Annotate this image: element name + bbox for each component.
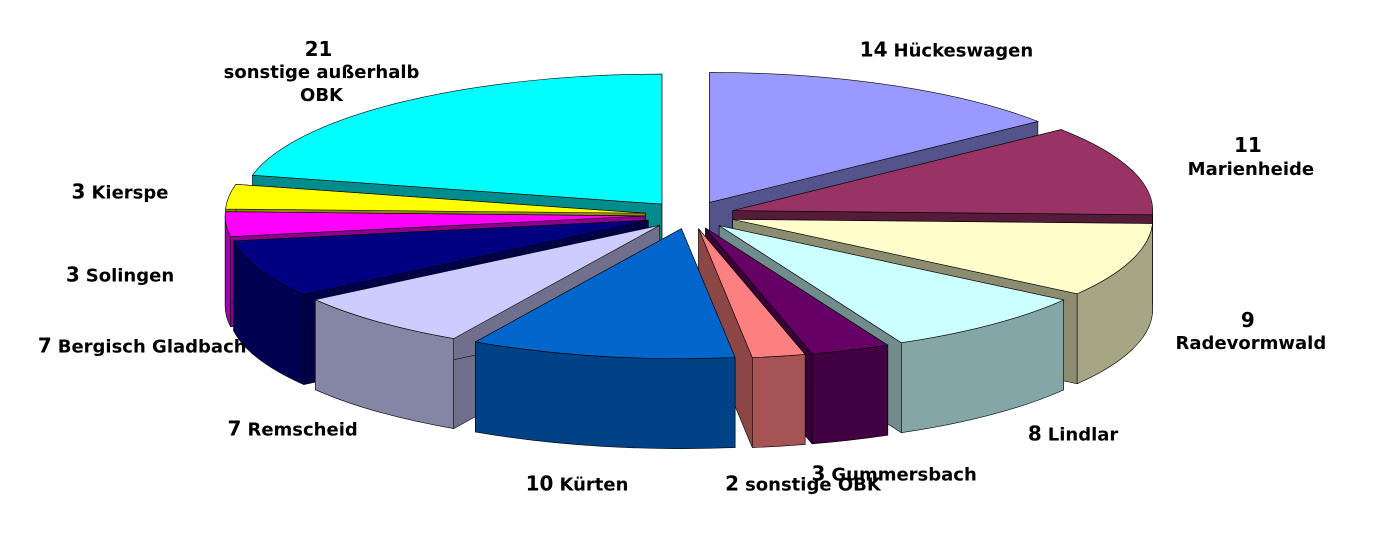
slice (233, 219, 649, 295)
category-label: sonstige OBK (745, 473, 881, 495)
slice (474, 228, 736, 359)
category-label: Bergisch Gladbach (57, 335, 247, 357)
value-label: 7 (227, 415, 242, 440)
category-label: Kürten (559, 473, 629, 495)
slice-label: 10 Kürten (526, 471, 629, 497)
category-label: sonstige außerhalb OBK (223, 62, 420, 106)
value-label: 3 (71, 178, 86, 203)
category-label: Solingen (85, 264, 175, 286)
value-label: 11 (1233, 133, 1262, 158)
slice (705, 227, 889, 355)
value-label: 21 (304, 36, 333, 61)
slice (698, 228, 806, 358)
value-label: 9 (1240, 307, 1255, 332)
slice (719, 225, 1065, 344)
slice-label: 3 Gummersbach (811, 461, 976, 487)
slice-label: 11Marienheide (1187, 133, 1315, 181)
slice-label: 7 Bergisch Gladbach (38, 333, 247, 359)
value-label: 8 (1027, 420, 1042, 445)
category-label: Lindlar (1047, 423, 1119, 445)
value-label: 3 (811, 461, 826, 486)
category-label: Kierspe (91, 181, 169, 203)
slice (732, 129, 1153, 216)
category-label: Gummersbach (831, 464, 977, 486)
slice-wall (811, 344, 889, 445)
slice-label: 3 Kierspe (72, 179, 169, 205)
slice-label: 7 Remscheid (228, 416, 358, 442)
category-label: Radevormwald (1175, 333, 1327, 355)
value-label: 14 (859, 37, 888, 62)
slice (225, 183, 646, 214)
category-label: Remscheid (247, 418, 358, 440)
slice (251, 73, 663, 205)
slice-label: 3 Solingen (66, 262, 174, 288)
slice (224, 211, 646, 237)
slice-label: 14 Hückeswagen (860, 37, 1033, 63)
value-label: 3 (65, 261, 80, 286)
slice (709, 72, 1039, 203)
category-label: Hückeswagen (893, 40, 1034, 62)
slice-label: 2 sonstige OBK (725, 471, 881, 497)
value-label: 10 (525, 470, 554, 495)
slice (732, 219, 1153, 295)
slice-wall (752, 354, 806, 448)
slice-label: 9Radevormwald (1176, 308, 1327, 356)
category-label: Marienheide (1187, 158, 1315, 180)
value-label: 7 (37, 332, 52, 357)
slice (314, 225, 660, 339)
slice-label: 21sonstige außerhalb OBK (207, 37, 437, 108)
slice-label: 8 Lindlar (1028, 421, 1118, 447)
value-label: 2 (725, 470, 740, 495)
